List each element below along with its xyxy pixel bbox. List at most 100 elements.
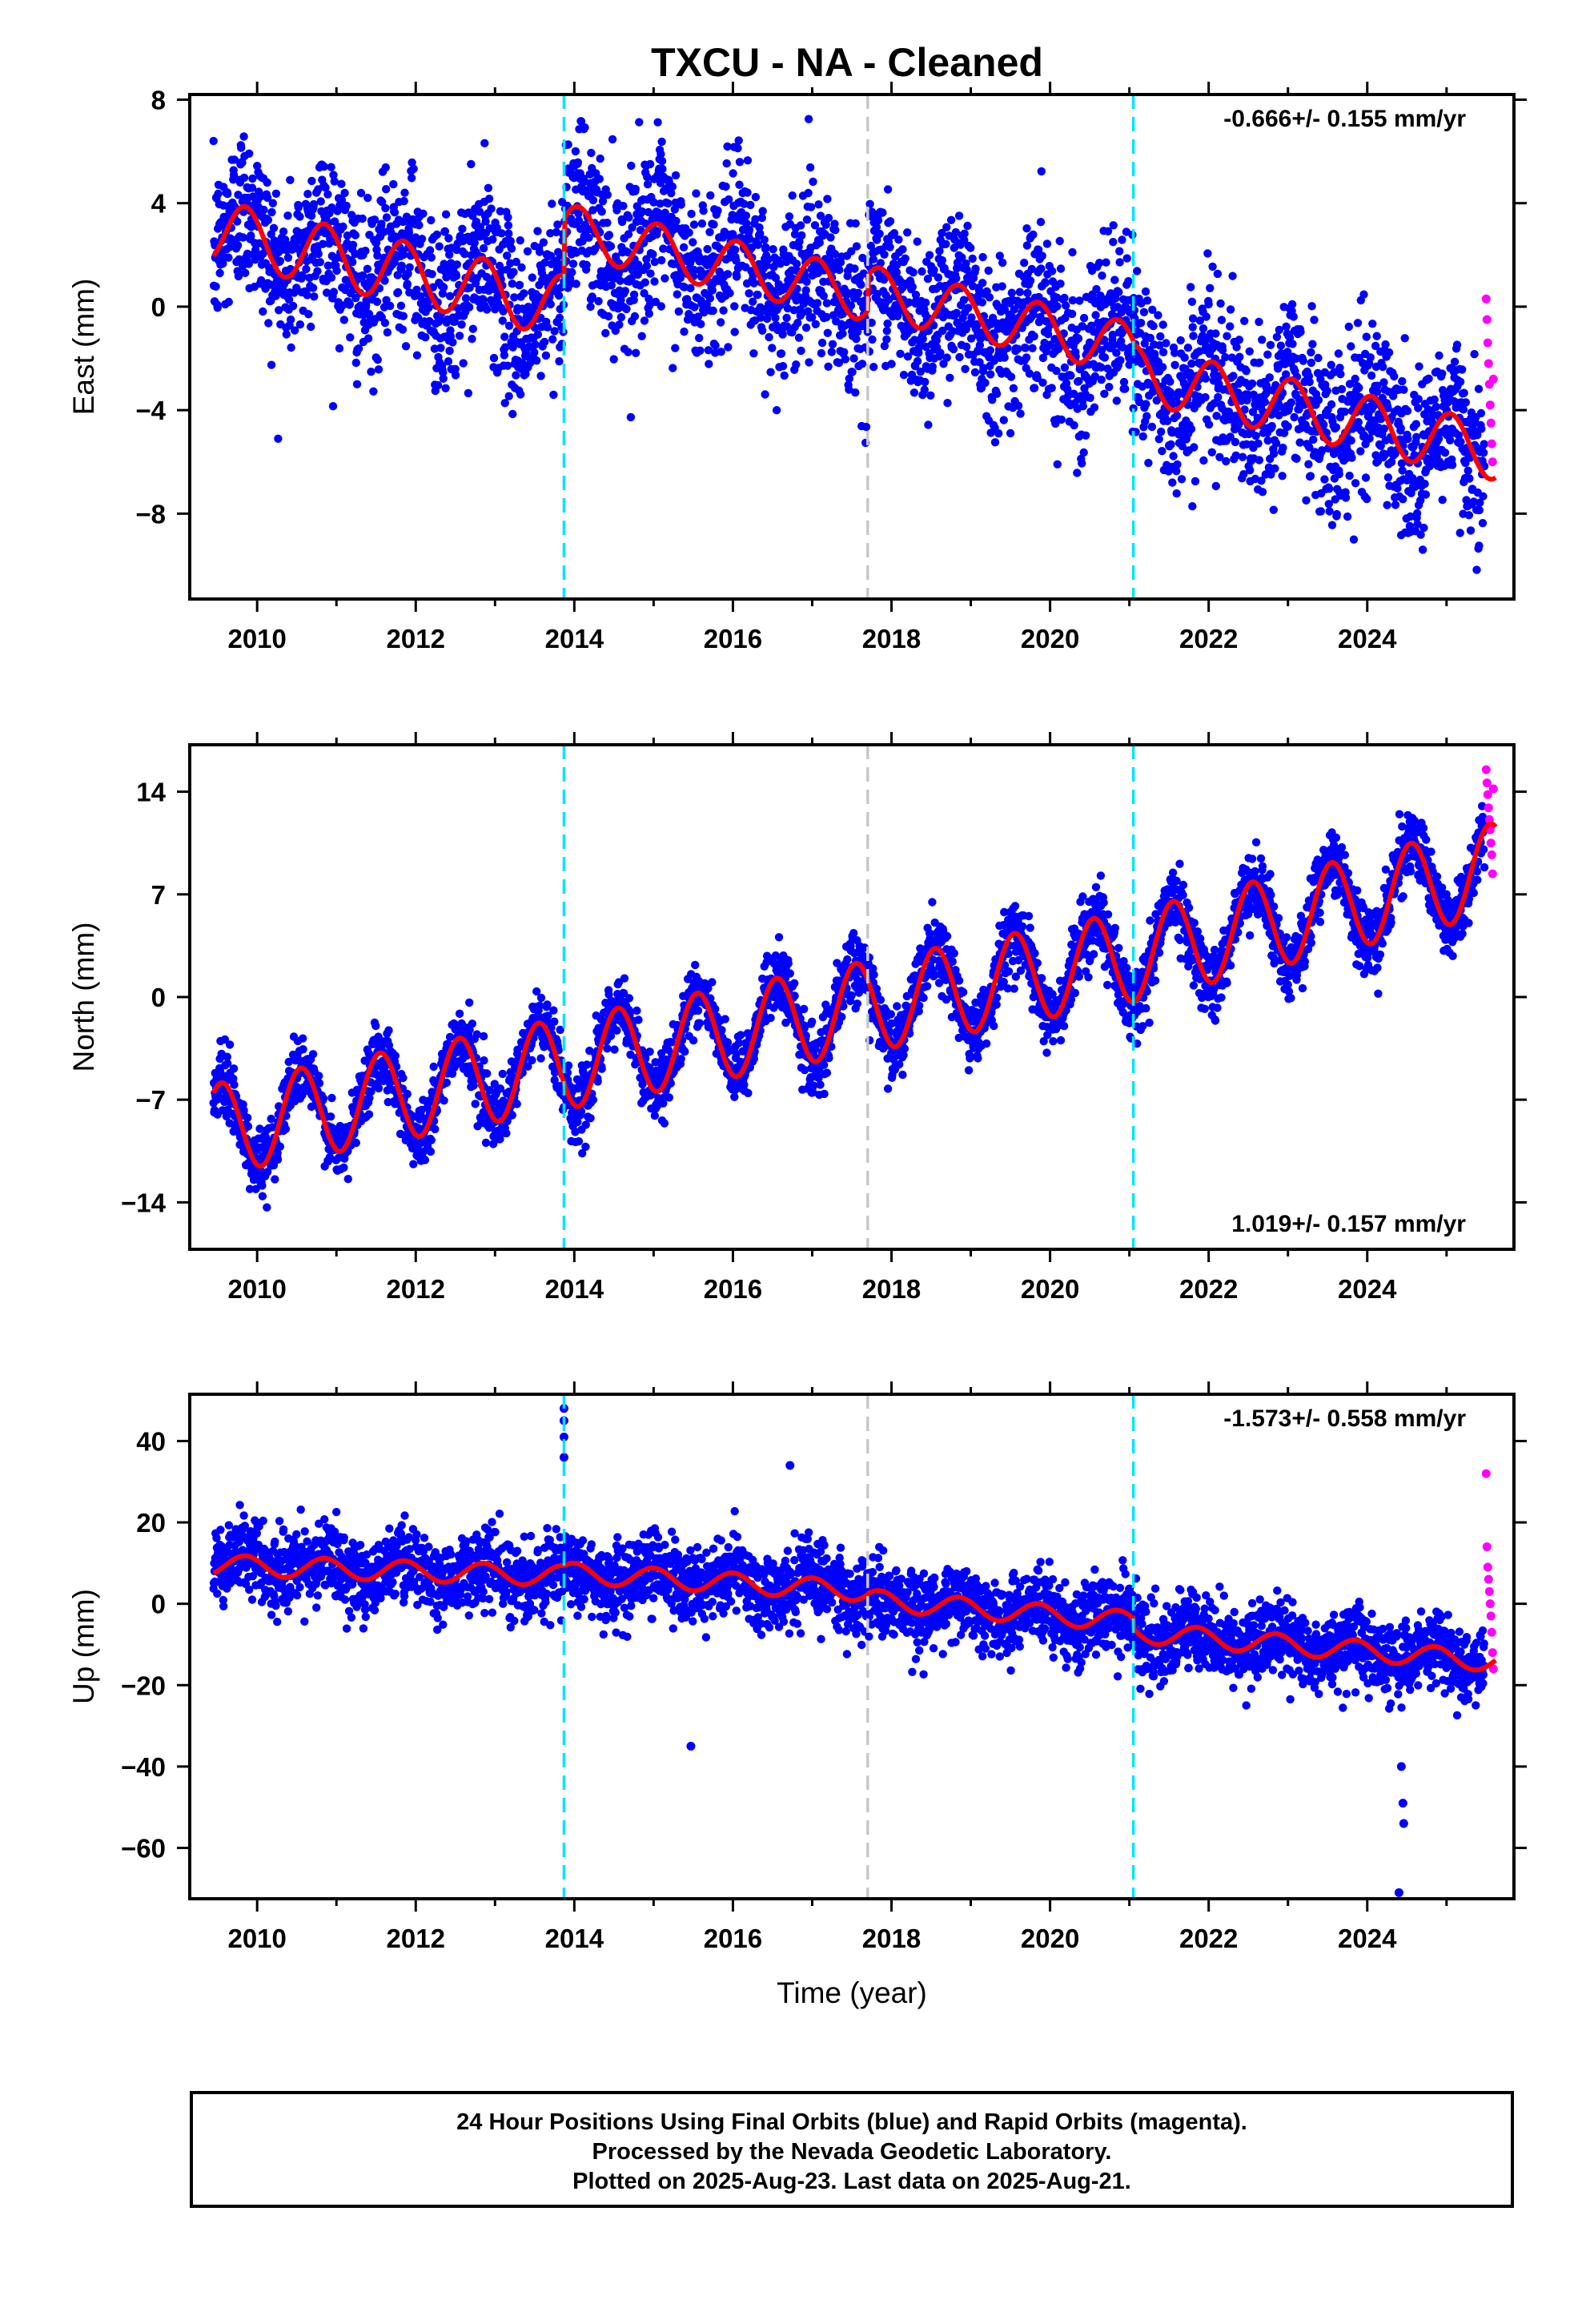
data-point bbox=[633, 270, 642, 279]
data-point bbox=[457, 320, 466, 329]
data-point bbox=[348, 240, 358, 249]
data-point bbox=[564, 1061, 573, 1070]
data-point bbox=[1162, 416, 1172, 425]
data-point bbox=[307, 322, 315, 332]
data-point bbox=[475, 207, 484, 216]
rapid-orbit-point bbox=[1481, 294, 1491, 304]
data-point bbox=[976, 335, 985, 344]
data-point bbox=[428, 270, 436, 279]
data-point bbox=[797, 346, 805, 356]
data-point bbox=[749, 279, 758, 287]
data-point bbox=[451, 371, 460, 380]
data-point bbox=[1075, 296, 1084, 305]
data-point bbox=[404, 227, 414, 237]
data-point bbox=[299, 1045, 307, 1054]
data-point bbox=[1255, 358, 1264, 367]
data-point bbox=[267, 1114, 275, 1124]
data-point bbox=[1287, 300, 1297, 309]
data-point bbox=[574, 209, 583, 218]
data-point bbox=[943, 399, 952, 408]
data-point bbox=[391, 1062, 401, 1072]
data-point bbox=[415, 221, 424, 230]
data-point bbox=[1255, 317, 1263, 327]
data-point bbox=[857, 280, 865, 289]
data-point bbox=[935, 247, 944, 255]
data-point bbox=[1464, 511, 1474, 520]
data-point bbox=[1074, 376, 1083, 386]
data-point bbox=[1323, 386, 1331, 396]
data-point bbox=[1215, 452, 1224, 461]
data-point bbox=[358, 271, 367, 280]
data-point bbox=[399, 312, 408, 320]
data-point bbox=[817, 348, 826, 358]
data-point bbox=[1335, 469, 1343, 479]
data-point bbox=[573, 158, 582, 167]
data-point bbox=[1215, 380, 1223, 388]
data-point bbox=[440, 283, 448, 292]
data-point bbox=[363, 193, 372, 203]
data-point bbox=[640, 316, 649, 325]
data-point bbox=[498, 316, 507, 325]
data-point bbox=[746, 200, 755, 210]
data-point bbox=[1271, 439, 1281, 448]
data-point bbox=[549, 1006, 558, 1015]
data-point bbox=[351, 231, 360, 239]
data-point bbox=[295, 212, 304, 221]
data-point bbox=[480, 1056, 488, 1065]
data-point bbox=[1170, 360, 1179, 369]
data-point bbox=[263, 178, 271, 187]
data-point bbox=[845, 385, 853, 394]
data-point bbox=[611, 326, 620, 336]
data-point bbox=[1091, 311, 1100, 320]
data-point bbox=[916, 367, 926, 376]
data-point bbox=[1354, 418, 1363, 427]
data-point bbox=[270, 236, 279, 245]
data-point bbox=[1046, 340, 1055, 349]
data-point bbox=[1055, 236, 1064, 246]
data-point bbox=[319, 239, 327, 248]
data-point bbox=[533, 330, 543, 339]
data-point bbox=[1078, 402, 1088, 411]
data-point bbox=[363, 264, 372, 273]
data-point bbox=[259, 249, 267, 258]
data-point bbox=[479, 296, 488, 304]
data-point bbox=[548, 199, 556, 208]
data-point bbox=[719, 306, 728, 315]
data-point bbox=[986, 370, 995, 379]
data-point bbox=[442, 273, 451, 282]
data-point bbox=[287, 315, 295, 324]
data-point bbox=[435, 242, 444, 251]
data-point bbox=[555, 357, 564, 366]
data-point bbox=[1138, 432, 1147, 441]
data-point bbox=[237, 143, 246, 152]
data-point bbox=[1187, 297, 1197, 306]
data-point bbox=[1224, 408, 1234, 416]
data-point bbox=[986, 346, 995, 355]
data-point bbox=[1388, 392, 1398, 400]
data-point bbox=[1257, 476, 1266, 485]
data-point bbox=[1053, 302, 1062, 311]
data-point bbox=[1090, 372, 1100, 381]
data-point bbox=[1100, 389, 1109, 398]
data-point bbox=[273, 1155, 283, 1164]
data-point bbox=[909, 268, 917, 277]
data-point bbox=[1456, 437, 1465, 446]
data-point bbox=[1265, 373, 1275, 382]
data-point bbox=[703, 244, 712, 254]
data-point bbox=[1210, 399, 1219, 408]
data-point bbox=[859, 269, 868, 278]
data-point bbox=[637, 207, 647, 216]
data-point bbox=[452, 271, 461, 280]
data-point bbox=[1267, 421, 1276, 431]
data-point bbox=[992, 389, 1002, 398]
data-point bbox=[1231, 451, 1241, 460]
data-point bbox=[440, 227, 449, 235]
data-point bbox=[1188, 323, 1197, 332]
data-point bbox=[1218, 346, 1227, 355]
data-point bbox=[420, 1156, 430, 1164]
data-point bbox=[574, 1137, 584, 1146]
data-point bbox=[1341, 493, 1351, 502]
data-point bbox=[963, 221, 972, 231]
data-point bbox=[1078, 322, 1087, 331]
data-point bbox=[851, 388, 860, 397]
